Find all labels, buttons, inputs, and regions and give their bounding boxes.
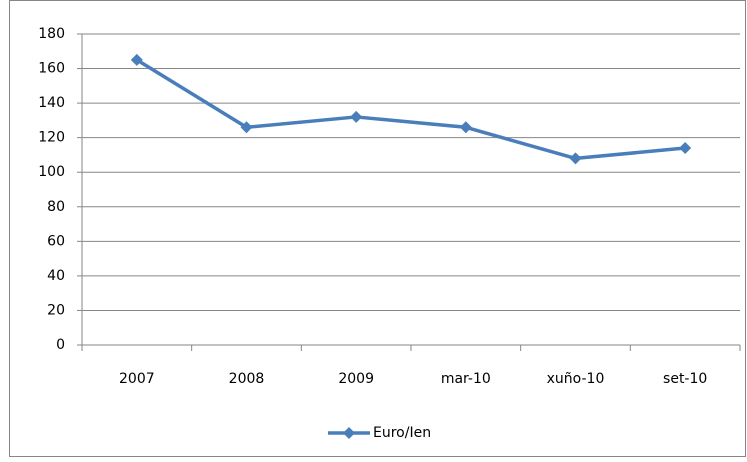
y-tick-label: 100 bbox=[38, 164, 65, 180]
y-tick-label: 180 bbox=[38, 26, 65, 42]
y-tick-label: 160 bbox=[38, 61, 65, 77]
point-marker bbox=[350, 110, 363, 123]
x-tick-label: xuño-10 bbox=[547, 371, 605, 387]
y-tick-label: 20 bbox=[47, 302, 65, 318]
chart-border bbox=[9, 0, 746, 457]
legend-label: Euro/Ien bbox=[373, 425, 431, 441]
point-marker bbox=[679, 142, 692, 155]
point-marker bbox=[130, 53, 143, 66]
x-tick-label: mar-10 bbox=[441, 371, 491, 387]
y-tick-label: 40 bbox=[47, 268, 65, 284]
x-tick-label: 2008 bbox=[229, 371, 265, 387]
y-tick-label: 120 bbox=[38, 130, 65, 146]
y-tick-label: 0 bbox=[56, 337, 65, 353]
series-line bbox=[135, 58, 686, 161]
legend-marker bbox=[343, 427, 355, 439]
point-marker bbox=[459, 121, 472, 134]
point-marker bbox=[569, 152, 582, 165]
y-tick-label: 60 bbox=[47, 233, 65, 249]
x-tick-label: set-10 bbox=[663, 371, 707, 387]
y-tick-label: 80 bbox=[47, 199, 65, 215]
x-tick-label: 2007 bbox=[119, 371, 155, 387]
y-tick-label: 140 bbox=[38, 95, 65, 111]
x-tick-label: 2009 bbox=[338, 371, 374, 387]
point-marker bbox=[240, 121, 253, 134]
